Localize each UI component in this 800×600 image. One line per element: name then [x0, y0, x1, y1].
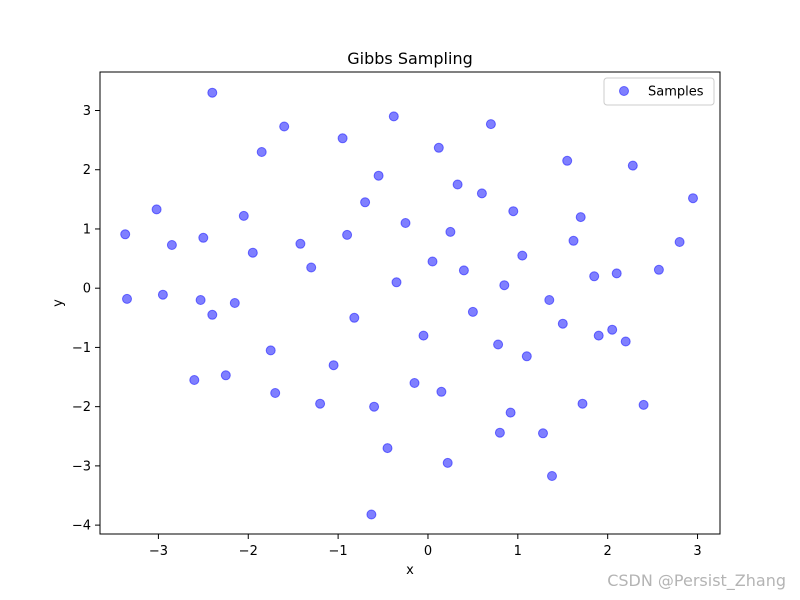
y-tick-label: 0	[83, 282, 91, 297]
x-tick-label: 3	[693, 544, 701, 559]
data-point	[589, 271, 600, 282]
data-point	[122, 293, 132, 304]
y-tick-label: −2	[72, 400, 91, 415]
legend-label: Samples	[648, 85, 704, 100]
data-point	[427, 256, 438, 267]
data-point	[485, 119, 496, 130]
data-point	[505, 407, 516, 418]
legend-box	[603, 77, 715, 106]
data-point	[544, 295, 555, 305]
data-point	[369, 401, 380, 412]
data-point	[436, 386, 447, 397]
y-axis: −4 −3 −2 −1 0 1 2 3	[72, 104, 100, 534]
y-axis-label: y	[51, 299, 66, 307]
data-point	[499, 280, 510, 291]
data-point	[577, 398, 588, 409]
data-point	[360, 197, 371, 208]
data-point	[229, 298, 240, 308]
data-point	[568, 235, 579, 246]
data-point	[674, 237, 685, 247]
data-point	[538, 428, 548, 439]
data-point	[265, 345, 276, 356]
legend-marker	[619, 86, 629, 96]
data-point	[611, 268, 622, 279]
data-point	[151, 204, 162, 215]
data-point	[562, 155, 573, 166]
x-tick-label: 0	[424, 544, 432, 559]
y-tick-label: −3	[72, 459, 91, 474]
data-point	[157, 289, 168, 300]
y-tick-label: 3	[83, 104, 91, 119]
data-point	[433, 142, 444, 153]
data-point	[207, 87, 218, 98]
data-point	[342, 229, 353, 240]
data-point	[195, 295, 206, 305]
data-point	[382, 443, 393, 454]
y-tick-label: 1	[83, 222, 91, 237]
data-point	[476, 188, 487, 199]
data-point	[373, 170, 384, 181]
data-point	[166, 240, 177, 250]
x-tick-label: −1	[329, 544, 348, 559]
data-point	[547, 471, 557, 481]
data-point	[270, 388, 281, 398]
data-point	[256, 147, 267, 157]
data-point	[198, 232, 209, 243]
data-point	[442, 457, 453, 468]
data-point	[508, 206, 519, 217]
data-point	[120, 229, 131, 240]
data-point	[189, 375, 200, 385]
data-point	[391, 277, 402, 288]
data-point	[575, 212, 586, 223]
data-point	[279, 121, 290, 132]
data-point	[445, 226, 456, 237]
data-point	[458, 265, 469, 276]
data-point	[557, 318, 568, 329]
data-point	[521, 351, 532, 362]
data-point	[247, 247, 258, 258]
data-point	[418, 330, 429, 341]
data-point	[400, 218, 411, 228]
points-layer	[120, 87, 698, 520]
data-point	[295, 238, 306, 249]
x-tick-label: −3	[149, 544, 168, 559]
data-point	[238, 210, 249, 221]
data-point	[627, 160, 638, 171]
data-point	[366, 509, 377, 520]
data-point	[349, 312, 360, 323]
watermark: CSDN @Persist_Zhang	[607, 571, 786, 590]
data-point	[620, 336, 631, 347]
x-axis: −3 −2 −1 0 1 2 3	[149, 534, 702, 559]
data-point	[409, 378, 420, 388]
x-axis-label: x	[406, 563, 414, 578]
data-point	[517, 250, 528, 261]
data-point	[220, 370, 231, 381]
data-point	[388, 111, 399, 122]
data-point	[607, 324, 618, 335]
data-point	[452, 179, 463, 190]
plot-frame	[99, 71, 721, 535]
data-point	[328, 360, 339, 371]
chart-title: Gibbs Sampling	[347, 49, 472, 68]
legend: Samples	[603, 77, 715, 106]
data-point	[638, 399, 649, 410]
y-tick-label: −1	[72, 341, 91, 356]
data-point	[306, 262, 317, 273]
data-point	[493, 339, 504, 350]
data-point	[337, 133, 348, 144]
x-tick-label: 2	[604, 544, 612, 559]
data-point	[467, 306, 478, 317]
data-point	[315, 398, 326, 409]
x-tick-label: −2	[239, 544, 258, 559]
x-tick-label: 1	[514, 544, 522, 559]
data-point	[494, 427, 505, 438]
data-point	[593, 330, 604, 341]
y-tick-label: −4	[72, 519, 91, 534]
data-point	[207, 309, 218, 320]
y-tick-label: 2	[83, 163, 91, 178]
data-point	[688, 193, 698, 204]
data-point	[653, 264, 664, 275]
